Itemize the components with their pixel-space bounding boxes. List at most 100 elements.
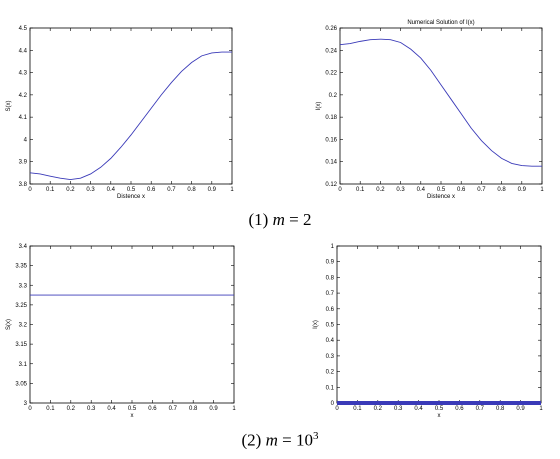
plot-frame bbox=[29, 245, 235, 404]
chart-panel-3: 0 0.1 0.2 0.3 0.4 0.5 0.6 0.7 0.8 0.9 1 3 3.05 3.1 3.1… bbox=[6, 244, 236, 419]
y-tick-label: 4.2 bbox=[19, 93, 28, 99]
y-tick-label: 4 bbox=[24, 137, 28, 143]
y-tick-label: 0.24 bbox=[325, 48, 337, 54]
x-tick-label: 0.6 bbox=[148, 406, 157, 412]
x-tick-label: 0.5 bbox=[127, 187, 136, 193]
x-tick-label: 0.8 bbox=[497, 187, 506, 193]
y-tick-label: 0.26 bbox=[325, 26, 337, 32]
y-tick-label: 0.1 bbox=[326, 385, 335, 391]
x-tick-label: 0.5 bbox=[437, 187, 446, 193]
x-tick-label: 0.3 bbox=[396, 187, 405, 193]
x-tick-label: 0.7 bbox=[477, 187, 486, 193]
x-tick-label: 0.9 bbox=[518, 187, 527, 193]
y-tick-label: 4.1 bbox=[19, 115, 28, 121]
x-tick-label: 0.8 bbox=[496, 406, 505, 412]
x-tick-label: 0.5 bbox=[435, 406, 444, 412]
y-tick-label: 3.25 bbox=[15, 303, 27, 309]
y-axis-label: S(x) bbox=[6, 319, 12, 330]
x-tick-label: 0.7 bbox=[476, 406, 485, 412]
x-tick-label: 0 bbox=[335, 406, 339, 412]
x-tick-label: 0.4 bbox=[414, 406, 423, 412]
y-tick-label: 3.3 bbox=[19, 283, 28, 289]
x-axis-label: x bbox=[438, 413, 441, 419]
x-tick-label: 0.3 bbox=[394, 406, 403, 412]
y-tick-label: 3.15 bbox=[15, 342, 27, 348]
y-tick-label: 0.6 bbox=[326, 307, 335, 313]
chart-panel-4: 0 0.1 0.2 0.3 0.4 0.5 0.6 0.7 0.8 0.9 1 0 0.1 0.2 0.3 0… bbox=[313, 244, 543, 419]
x-tick-label: 0.9 bbox=[516, 406, 525, 412]
y-tick-label: 0.16 bbox=[325, 137, 337, 143]
y-tick-label: 3.2 bbox=[19, 323, 28, 329]
y-tick-label: 4.3 bbox=[19, 71, 28, 77]
x-tick-label: 0.2 bbox=[67, 406, 76, 412]
x-tick-label: 0.2 bbox=[376, 187, 385, 193]
x-tick-label: 0.6 bbox=[147, 187, 156, 193]
y-tick-label: 1 bbox=[331, 244, 335, 250]
x-tick-label: 0.5 bbox=[128, 406, 137, 412]
y-tick-label: 0.12 bbox=[325, 182, 337, 188]
x-tick-label: 0.1 bbox=[356, 187, 365, 193]
y-tick-label: 4.4 bbox=[19, 48, 28, 54]
x-tick-label: 0.7 bbox=[167, 187, 176, 193]
x-tick-label: 1 bbox=[232, 406, 236, 412]
caption-row-2: (2) m = 103 bbox=[241, 430, 319, 450]
chart-panel-1: 0 0.1 0.2 0.3 0.4 0.5 0.6 0.7 0.8 0.9 1 3.8 3.9 4 4.1 4… bbox=[6, 26, 234, 200]
series-line bbox=[339, 38, 542, 167]
x-tick-label: 0.6 bbox=[457, 187, 466, 193]
y-tick-label: 0.14 bbox=[325, 160, 337, 166]
y-axis-label: I(x) bbox=[316, 102, 322, 111]
series-line bbox=[29, 51, 232, 180]
x-tick-label: 0.4 bbox=[107, 406, 116, 412]
x-tick-label: 0.9 bbox=[208, 187, 217, 193]
x-tick-label: 0.3 bbox=[86, 187, 95, 193]
x-tick-label: 0.1 bbox=[46, 406, 55, 412]
x-tick-label: 0 bbox=[28, 406, 32, 412]
x-tick-label: 1 bbox=[540, 187, 544, 193]
plot-frame bbox=[336, 245, 542, 404]
y-tick-label: 3.4 bbox=[19, 244, 28, 250]
x-tick-label: 0.6 bbox=[455, 406, 464, 412]
x-tick-label: 1 bbox=[230, 187, 234, 193]
y-tick-label: 0.4 bbox=[326, 338, 335, 344]
x-axis-label: Distence x bbox=[117, 194, 145, 200]
y-tick-label: 0.2 bbox=[326, 370, 335, 376]
y-tick-label: 0.5 bbox=[326, 323, 335, 329]
y-tick-label: 0.7 bbox=[326, 291, 335, 297]
x-tick-label: 0 bbox=[338, 187, 342, 193]
y-tick-label: 3.05 bbox=[15, 381, 27, 387]
y-tick-label: 3 bbox=[24, 401, 28, 407]
y-tick-label: 4.5 bbox=[19, 26, 28, 32]
y-tick-label: 0 bbox=[331, 401, 335, 407]
x-tick-label: 0.1 bbox=[46, 187, 55, 193]
x-tick-label: 0.9 bbox=[209, 406, 218, 412]
y-tick-label: 3.35 bbox=[15, 264, 27, 270]
x-tick-label: 0.8 bbox=[187, 187, 196, 193]
y-tick-label: 0.3 bbox=[326, 354, 335, 360]
x-tick-label: 0 bbox=[28, 187, 32, 193]
x-tick-label: 0.4 bbox=[107, 187, 116, 193]
y-tick-label: 3.1 bbox=[19, 362, 28, 368]
x-axis-label: x bbox=[131, 413, 134, 419]
y-tick-label: 0.2 bbox=[329, 93, 338, 99]
plot-frame bbox=[339, 27, 543, 185]
y-tick-label: 0.8 bbox=[326, 275, 335, 281]
x-tick-label: 1 bbox=[539, 406, 543, 412]
y-axis-label: I(x) bbox=[313, 320, 319, 329]
x-axis-label: Distence x bbox=[427, 194, 455, 200]
y-tick-label: 0.9 bbox=[326, 260, 335, 266]
x-tick-label: 0.2 bbox=[374, 406, 383, 412]
x-tick-label: 0.7 bbox=[169, 406, 178, 412]
chart-panel-2: 0 0.1 0.2 0.3 0.4 0.5 0.6 0.7 0.8 0.9 1 0.12 0.14 0.1… bbox=[316, 20, 544, 200]
y-tick-label: 3.9 bbox=[19, 160, 28, 166]
y-tick-label: 0.22 bbox=[325, 71, 337, 77]
x-tick-label: 0.8 bbox=[189, 406, 198, 412]
chart-title: Numerical Solution of I(x) bbox=[407, 20, 474, 26]
y-tick-label: 0.18 bbox=[325, 115, 337, 121]
x-tick-label: 0.1 bbox=[353, 406, 362, 412]
caption-row-1: (1) m = 2 bbox=[248, 210, 312, 229]
x-tick-label: 0.3 bbox=[87, 406, 96, 412]
y-tick-label: 3.8 bbox=[19, 182, 28, 188]
plot-frame bbox=[29, 27, 233, 185]
y-axis-label: S(x) bbox=[6, 101, 12, 112]
